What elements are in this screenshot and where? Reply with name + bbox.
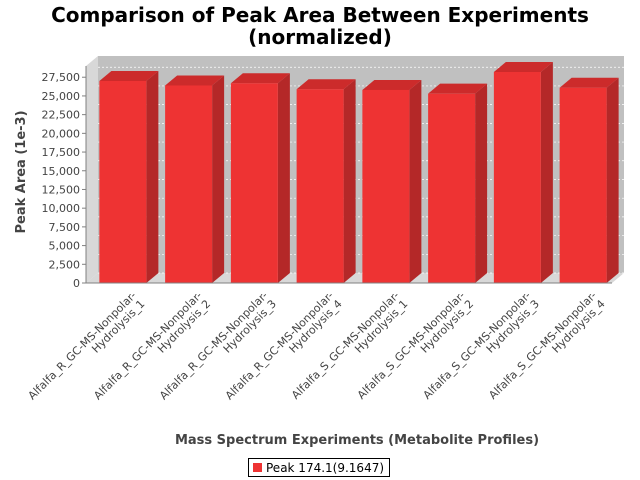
x-tick-label-line-1: Alfalfa_S_GC-MS-Nonpolar- (355, 289, 468, 402)
bar-front (296, 89, 344, 283)
bar-front (559, 87, 607, 283)
x-tick-label-line-1: Alfalfa_S_GC-MS-Nonpolar- (289, 289, 402, 402)
bar (493, 61, 553, 283)
bar-side (409, 79, 422, 283)
bar-top (296, 79, 356, 90)
x-tick-label: Alfalfa_R_GC-MS-Nonpolar-Hydrolysis_3 (157, 289, 279, 402)
bar (362, 79, 422, 283)
bar-front (362, 89, 410, 283)
plot-back-wall (98, 56, 624, 273)
bar (165, 75, 225, 283)
bar-side (277, 73, 290, 283)
x-tick-label: Alfalfa_R_GC-MS-Nonpolar-Hydrolysis_1 (26, 289, 148, 402)
bar-top (559, 77, 619, 88)
x-tick-label: Alfalfa_S_GC-MS-Nonpolar-Hydrolysis_3 (421, 289, 542, 402)
y-tick-label: 20,000 (42, 127, 81, 140)
bar-side (606, 77, 619, 283)
x-tick-label: Alfalfa_R_GC-MS-Nonpolar-Hydrolysis_2 (91, 289, 213, 402)
bar-side (146, 70, 159, 283)
y-tick-label: 2,500 (49, 258, 81, 271)
legend-swatch (253, 463, 262, 472)
bar-top (428, 83, 488, 94)
x-axis-label: Mass Spectrum Experiments (Metabolite Pr… (175, 433, 539, 448)
x-tick-label-line-1: Alfalfa_S_GC-MS-Nonpolar- (486, 289, 599, 402)
y-tick-label: 5,000 (49, 240, 81, 253)
y-tick-label: 27,500 (42, 71, 81, 84)
bar-top (230, 73, 290, 84)
bar (99, 70, 159, 283)
y-tick-label: 15,000 (42, 165, 81, 178)
x-tick-label-line-1: Alfalfa_R_GC-MS-Nonpolar- (26, 289, 139, 402)
bar-front (99, 80, 147, 283)
legend-entry-label: Peak 174.1(9.1647) (266, 460, 385, 475)
y-axis: 0 2,500 5,000 7,500 10,000 12,500 15,000 17,500… (42, 66, 87, 290)
bar-top (165, 75, 225, 86)
y-tick-label: 25,000 (42, 90, 81, 103)
bar-side (540, 61, 553, 283)
bar-top (493, 61, 553, 72)
x-tick-label: Alfalfa_S_GC-MS-Nonpolar-Hydrolysis_4 (486, 289, 607, 402)
y-tick-label: 17,500 (42, 146, 81, 159)
x-tick-label: Alfalfa_S_GC-MS-Nonpolar-Hydrolysis_2 (355, 289, 476, 402)
x-tick-label: Alfalfa_R_GC-MS-Nonpolar-Hydrolysis_4 (223, 289, 345, 402)
x-tick-label: Alfalfa_S_GC-MS-Nonpolar-Hydrolysis_1 (289, 289, 410, 402)
y-tick-label: 7,500 (49, 221, 81, 234)
bar (230, 73, 290, 283)
bar-front (493, 71, 541, 283)
bar-top (362, 79, 422, 90)
x-tick-label-line-1: Alfalfa_S_GC-MS-Nonpolar- (421, 289, 534, 402)
chart-title-line-2: (normalized) (248, 25, 392, 49)
plot-left-wall (86, 56, 98, 283)
bar (296, 79, 356, 283)
bar-front (165, 85, 213, 283)
bar (559, 77, 619, 283)
chart-title-line-1: Comparison of Peak Area Between Experime… (51, 3, 589, 27)
y-tick-label: 22,500 (42, 109, 81, 122)
bars (99, 61, 619, 283)
y-tick-label: 0 (73, 277, 80, 290)
bar-side (212, 75, 225, 283)
legend: Peak 174.1(9.1647) (248, 458, 391, 477)
bar-front (428, 93, 476, 283)
y-axis-label: Peak Area (1e-3) (14, 110, 29, 233)
y-tick-label: 10,000 (42, 202, 81, 215)
bar-front (230, 83, 278, 283)
x-axis: Alfalfa_R_GC-MS-Nonpolar-Hydrolysis_1Alf… (26, 282, 612, 402)
bar-side (475, 83, 488, 283)
bar (428, 83, 488, 283)
bar-side (343, 79, 356, 283)
y-tick-label: 12,500 (42, 183, 81, 196)
bar-top (99, 70, 159, 81)
